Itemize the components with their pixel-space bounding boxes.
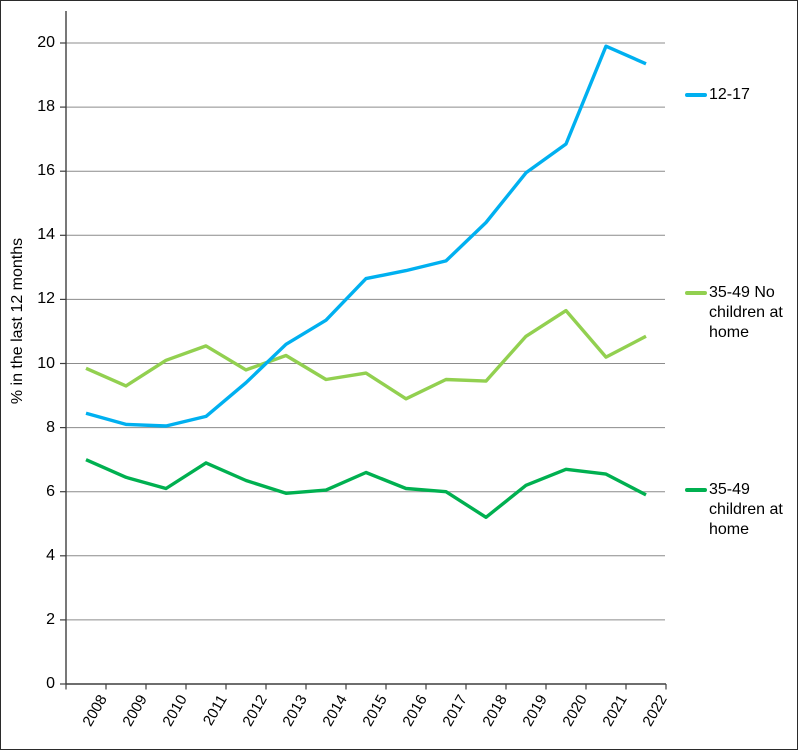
series-line-12-17 — [85, 44, 647, 428]
y-tick-label: 16 — [37, 162, 55, 180]
legend-label-line: 12-17 — [709, 86, 750, 103]
legend-label-line: home — [709, 324, 750, 341]
y-tick-label: 8 — [46, 418, 55, 436]
legend-label-line: children at — [709, 501, 783, 518]
y-tick-label: 20 — [37, 34, 55, 51]
y-tick-label: 12 — [37, 290, 55, 308]
legend-label-line: 35-49 — [709, 481, 750, 498]
legend-label-line: children at — [709, 304, 783, 321]
series-line-35-49-no-children-at-home — [85, 308, 647, 401]
series-line-35-49-children-at-home — [85, 458, 647, 519]
y-tick-label: 14 — [37, 226, 55, 244]
legend-line-swatch-icon — [685, 488, 707, 492]
legend-label-line: home — [709, 521, 750, 538]
legend-label-line: 35-49 No — [709, 284, 775, 301]
legend-label: 35-49 children at home — [709, 480, 783, 540]
legend-item-35-49-children-at-home: 35-49 children at home — [685, 480, 783, 540]
y-tick-label: 18 — [37, 98, 55, 116]
y-tick-label: 2 — [46, 610, 55, 628]
legend-label: 35-49 No children at home — [709, 283, 783, 343]
y-tick-label: 4 — [46, 546, 55, 564]
legend-item-12-17: 12-17 — [685, 85, 750, 105]
legend-label: 12-17 — [709, 85, 750, 105]
y-axis-title: % in the last 12 months — [9, 237, 26, 405]
legend-line-swatch-icon — [685, 93, 707, 97]
y-tick-label: 0 — [46, 675, 55, 692]
legend-line-swatch-icon — [685, 291, 707, 295]
y-tick-label: 6 — [46, 482, 55, 500]
legend-item-35-49-no-children-at-home: 35-49 No children at home — [685, 283, 783, 343]
y-tick-label: 10 — [37, 354, 55, 372]
